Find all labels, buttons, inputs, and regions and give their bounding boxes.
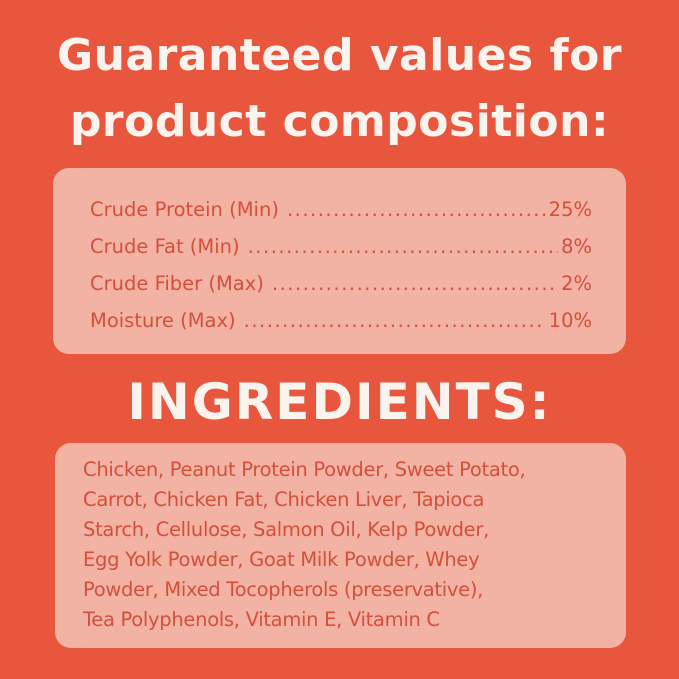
row-label: Crude Fat (Min)	[90, 235, 240, 258]
row-label: Crude Protein (Min)	[90, 198, 279, 221]
ingredients-title: INGREDIENTS:	[127, 373, 552, 431]
ingredients-panel: Chicken, Peanut Protein Powder, Sweet Po…	[55, 443, 626, 648]
row-value: 25%	[548, 198, 592, 221]
heading-line-2: product composition:	[69, 96, 610, 147]
row-label: Moisture (Max)	[90, 309, 236, 332]
composition-row: Moisture (Max) 10%	[90, 309, 592, 332]
dot-leader	[244, 309, 546, 332]
row-value: 10%	[548, 309, 592, 332]
dot-leader	[248, 235, 558, 258]
ingredients-line: Starch, Cellulose, Salmon Oil, Kelp Powd…	[83, 518, 489, 541]
composition-panel: Crude Protein (Min) 25% Crude Fat (Min) 8%…	[53, 168, 626, 354]
ingredients-line: Tea Polyphenols, Vitamin E, Vitamin C	[83, 608, 440, 631]
row-value: 2%	[561, 272, 592, 295]
ingredients-line: Powder, Mixed Tocopherols (preservative)…	[83, 578, 484, 601]
composition-row: Crude Protein (Min) 25%	[90, 198, 592, 221]
heading-line-1: Guaranteed values for	[56, 30, 623, 81]
ingredients-line: Chicken, Peanut Protein Powder, Sweet Po…	[83, 458, 526, 481]
dot-leader	[272, 272, 558, 295]
row-value: 8%	[561, 235, 592, 258]
ingredients-line: Egg Yolk Powder, Goat Milk Powder, Whey	[83, 548, 480, 571]
ingredients-line: Carrot, Chicken Fat, Chicken Liver, Tapi…	[83, 488, 485, 511]
row-label: Crude Fiber (Max)	[90, 272, 264, 295]
composition-row: Crude Fat (Min) 8%	[90, 235, 592, 258]
dot-leader	[287, 198, 546, 221]
composition-row: Crude Fiber (Max) 2%	[90, 272, 592, 295]
